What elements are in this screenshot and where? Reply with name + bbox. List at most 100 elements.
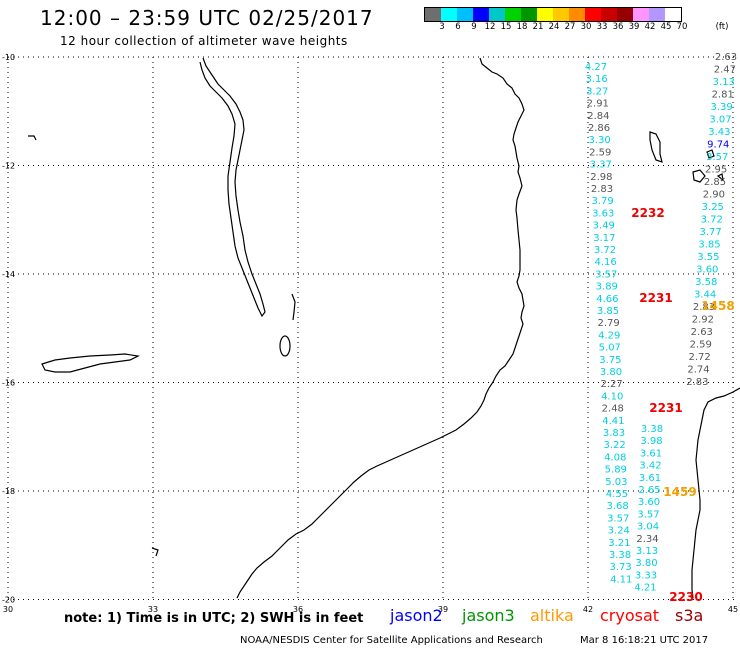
wave-height-value: 2.74	[687, 365, 709, 376]
wave-height-value: 2.85	[704, 177, 726, 188]
wave-height-value: 2.92	[692, 315, 714, 326]
wave-height-value: 5.89	[605, 465, 627, 476]
wave-height-value: 3.07	[709, 115, 731, 126]
timestamp-text: Mar 8 16:18:21 UTC 2017	[580, 635, 709, 646]
wave-height-value: 2.83	[693, 302, 715, 313]
lat-tick-label: -12	[2, 162, 15, 171]
colorbar-swatch	[441, 8, 457, 21]
wave-height-value: 2.91	[587, 99, 609, 110]
wave-height-value: 2.59	[589, 147, 611, 158]
wave-height-value: 3.37	[590, 160, 612, 171]
wave-height-value: 3.49	[593, 221, 615, 232]
wave-height-value: 3.80	[635, 558, 657, 569]
colorbar	[424, 7, 682, 22]
lon-tick-label: 45	[728, 605, 738, 614]
wave-height-value: 3.72	[594, 245, 616, 256]
colorbar-swatch	[601, 8, 617, 21]
colorbar-tick-label: 21	[532, 22, 544, 32]
lon-tick-label: 36	[293, 605, 303, 614]
coastline-anjouan	[706, 149, 715, 159]
wave-height-value: 3.33	[635, 570, 657, 581]
lon-tick-label: 39	[438, 605, 448, 614]
wave-height-value: 3.77	[699, 227, 721, 238]
coastline-mayotte	[716, 173, 724, 182]
credit-text: NOAA/NESDIS Center for Satellite Applica…	[240, 635, 543, 646]
wave-height-value: 2.79	[597, 318, 619, 329]
wave-height-value: 3.38	[609, 550, 631, 561]
coastline	[28, 57, 740, 599]
wave-height-value: 3.61	[640, 448, 662, 459]
colorbar-swatch	[425, 8, 441, 21]
coastline-moheli	[692, 169, 706, 183]
colorbar-tick-label: 24	[548, 22, 560, 32]
wave-height-value: 4.55	[606, 489, 628, 500]
page-title: 12:00 – 23:59 UTC 02/25/2017	[40, 6, 374, 30]
wave-height-value: 3.79	[591, 196, 613, 207]
wave-height-value: 4.21	[634, 583, 656, 594]
wave-height-value: 3.39	[710, 102, 732, 113]
colorbar-tick-label: 33	[596, 22, 608, 32]
wave-height-value: 3.43	[708, 127, 730, 138]
wave-height-value: 3.57	[637, 509, 659, 520]
wave-height-value: 4.29	[598, 330, 620, 341]
coastline-grande-comore	[649, 131, 663, 163]
wave-height-value: 3.89	[596, 282, 618, 293]
wave-height-value: 2.95	[705, 165, 727, 176]
note-text: note: 1) Time is in UTC; 2) SWH is in fe…	[64, 611, 364, 626]
wave-height-value: 3.57	[706, 152, 728, 163]
colorbar-tick-label: 42	[644, 22, 656, 32]
colorbar-swatch	[505, 8, 521, 21]
colorbar-ticks: 3 6 9 12 15 18 21 24 27 30 33 36 39 42 45 70 (ft)	[424, 22, 734, 34]
wave-height-value: 3.98	[640, 436, 662, 447]
coastline-small-lake-2	[151, 547, 159, 557]
wave-height-value: 3.58	[695, 277, 717, 288]
wave-height-value: 2.90	[703, 190, 725, 201]
wave-height-value: 2.83	[686, 377, 708, 388]
lon-tick-label: 33	[148, 605, 158, 614]
wave-height-value: 4.10	[601, 391, 623, 402]
colorbar-swatch	[537, 8, 553, 21]
coastline-lake-kariba	[41, 353, 140, 373]
wave-height-value: 3.13	[713, 77, 735, 88]
coastline-mainland	[236, 57, 525, 599]
colorbar-tick-label: 18	[516, 22, 528, 32]
colorbar-swatch	[665, 8, 681, 21]
wave-height-value: 4.08	[604, 452, 626, 463]
wave-height-value: 2.86	[588, 123, 610, 134]
coastline-lake-malawi	[199, 57, 266, 318]
colorbar-unit-label: (ft)	[715, 22, 729, 32]
wave-height-value: 4.11	[610, 574, 632, 585]
wave-height-value: 3.42	[639, 461, 661, 472]
wave-height-value: 2.98	[590, 172, 612, 183]
wave-height-value: 4.41	[602, 416, 624, 427]
pass-time-label: 2232	[631, 206, 664, 220]
satellite-label-altika: altika	[530, 606, 574, 625]
wave-height-value: 3.16	[585, 74, 607, 85]
colorbar-tick-label: 39	[628, 22, 640, 32]
wave-height-value: 3.60	[696, 265, 718, 276]
pass-time-label: 1458	[701, 299, 734, 313]
pass-time-label: 1459	[663, 485, 696, 499]
pass-time-label: 2231	[649, 401, 682, 415]
wave-height-value: 3.27	[586, 86, 608, 97]
wave-height-values: 4.273.163.272.912.842.863.302.593.372.98…	[585, 52, 737, 604]
wave-height-value: 5.03	[605, 477, 627, 488]
colorbar-swatch	[617, 8, 633, 21]
wave-height-value: 3.13	[636, 546, 658, 557]
lat-tick-label: -16	[2, 379, 15, 388]
wave-height-value: 2.65	[638, 485, 660, 496]
wave-height-value: 3.85	[698, 240, 720, 251]
lon-tick-label: 30	[3, 605, 13, 614]
wave-height-value: 3.04	[637, 522, 659, 533]
wave-height-value: 3.83	[603, 428, 625, 439]
wave-height-value: 4.66	[596, 294, 618, 305]
colorbar-tick-label: 15	[500, 22, 512, 32]
colorbar-tick-label: 36	[612, 22, 624, 32]
colorbar-swatch	[521, 8, 537, 21]
wave-height-value: 3.25	[702, 202, 724, 213]
wave-height-value: 3.75	[599, 355, 621, 366]
colorbar-tick-label: 27	[564, 22, 576, 32]
lat-tick-label: -18	[2, 487, 15, 496]
colorbar-swatch	[489, 8, 505, 21]
